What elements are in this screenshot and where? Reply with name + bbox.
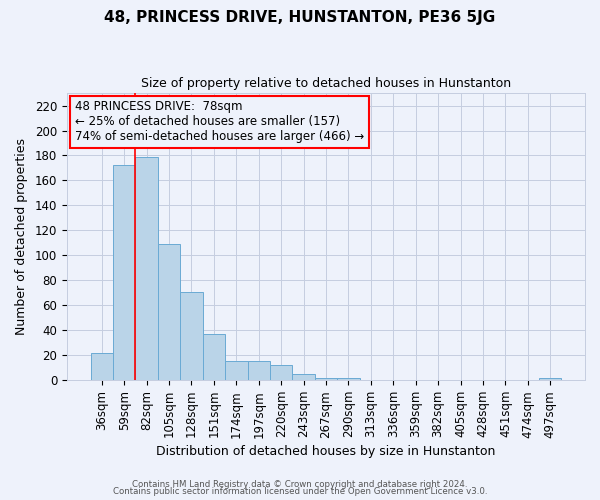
Bar — [248, 362, 270, 380]
Bar — [225, 362, 248, 380]
Bar — [539, 378, 562, 380]
Y-axis label: Number of detached properties: Number of detached properties — [15, 138, 28, 335]
X-axis label: Distribution of detached houses by size in Hunstanton: Distribution of detached houses by size … — [157, 444, 496, 458]
Text: 48, PRINCESS DRIVE, HUNSTANTON, PE36 5JG: 48, PRINCESS DRIVE, HUNSTANTON, PE36 5JG — [104, 10, 496, 25]
Bar — [315, 378, 337, 380]
Bar — [270, 365, 292, 380]
Bar — [337, 378, 359, 380]
Bar — [292, 374, 315, 380]
Title: Size of property relative to detached houses in Hunstanton: Size of property relative to detached ho… — [141, 78, 511, 90]
Text: Contains public sector information licensed under the Open Government Licence v3: Contains public sector information licen… — [113, 488, 487, 496]
Bar — [91, 352, 113, 380]
Text: Contains HM Land Registry data © Crown copyright and database right 2024.: Contains HM Land Registry data © Crown c… — [132, 480, 468, 489]
Bar — [180, 292, 203, 380]
Text: 48 PRINCESS DRIVE:  78sqm
← 25% of detached houses are smaller (157)
74% of semi: 48 PRINCESS DRIVE: 78sqm ← 25% of detach… — [75, 100, 364, 143]
Bar — [203, 334, 225, 380]
Bar — [113, 166, 136, 380]
Bar — [158, 244, 180, 380]
Bar — [136, 156, 158, 380]
